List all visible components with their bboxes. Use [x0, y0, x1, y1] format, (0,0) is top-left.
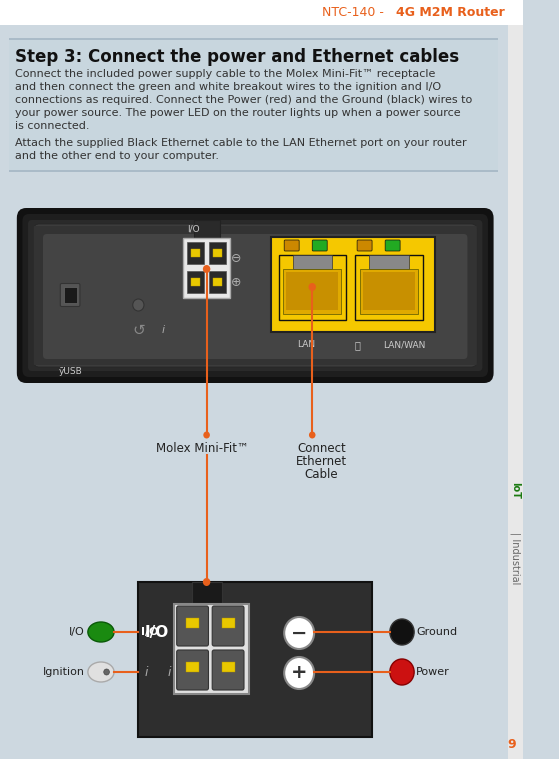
- FancyBboxPatch shape: [22, 214, 488, 377]
- FancyBboxPatch shape: [221, 618, 235, 628]
- FancyBboxPatch shape: [139, 582, 372, 737]
- FancyBboxPatch shape: [187, 242, 204, 264]
- Circle shape: [104, 669, 110, 675]
- FancyBboxPatch shape: [278, 255, 346, 320]
- FancyBboxPatch shape: [213, 249, 222, 257]
- Text: Ethernet: Ethernet: [296, 455, 347, 468]
- FancyBboxPatch shape: [43, 234, 467, 359]
- FancyBboxPatch shape: [212, 606, 244, 646]
- Text: +: +: [291, 663, 307, 682]
- FancyBboxPatch shape: [271, 237, 435, 332]
- Circle shape: [132, 299, 144, 311]
- FancyBboxPatch shape: [0, 0, 523, 25]
- Text: Step 3: Connect the power and Ethernet cables: Step 3: Connect the power and Ethernet c…: [15, 48, 459, 66]
- Text: ↺: ↺: [132, 323, 145, 338]
- FancyBboxPatch shape: [174, 604, 249, 694]
- FancyBboxPatch shape: [0, 25, 508, 759]
- Text: NTC-140 -: NTC-140 -: [322, 7, 388, 20]
- Text: Connect: Connect: [297, 442, 346, 455]
- FancyBboxPatch shape: [17, 208, 494, 383]
- FancyBboxPatch shape: [186, 662, 199, 672]
- Text: I/O: I/O: [187, 225, 200, 234]
- Circle shape: [203, 578, 210, 586]
- Text: Molex Mini-Fit™: Molex Mini-Fit™: [155, 442, 248, 455]
- Text: ȳUSB: ȳUSB: [58, 367, 82, 376]
- Text: ⊖: ⊖: [231, 251, 241, 264]
- FancyBboxPatch shape: [284, 240, 299, 251]
- Circle shape: [203, 265, 210, 273]
- Text: and the other end to your computer.: and the other end to your computer.: [15, 151, 219, 161]
- Text: i: i: [168, 666, 171, 679]
- FancyBboxPatch shape: [10, 170, 498, 172]
- FancyBboxPatch shape: [191, 278, 200, 286]
- FancyBboxPatch shape: [292, 255, 332, 269]
- FancyBboxPatch shape: [60, 284, 80, 307]
- FancyBboxPatch shape: [64, 287, 77, 303]
- Text: connections as required. Connect the Power (red) and the Ground (black) wires to: connections as required. Connect the Pow…: [15, 95, 472, 105]
- Text: I/O: I/O: [69, 627, 85, 637]
- FancyBboxPatch shape: [191, 249, 200, 257]
- Text: Power: Power: [416, 667, 450, 677]
- Circle shape: [390, 619, 414, 645]
- Text: and then connect the green and white breakout wires to the ignition and I/O: and then connect the green and white bre…: [15, 82, 441, 92]
- Text: Connect the included power supply cable to the Molex Mini-Fit™ receptacle: Connect the included power supply cable …: [15, 69, 435, 79]
- FancyBboxPatch shape: [283, 269, 341, 314]
- FancyBboxPatch shape: [212, 650, 244, 690]
- FancyBboxPatch shape: [210, 271, 226, 293]
- Text: I/O: I/O: [141, 627, 159, 637]
- Text: Cable: Cable: [305, 468, 338, 481]
- FancyBboxPatch shape: [369, 255, 409, 269]
- Ellipse shape: [88, 622, 114, 642]
- FancyBboxPatch shape: [360, 269, 418, 314]
- FancyBboxPatch shape: [355, 255, 423, 320]
- FancyBboxPatch shape: [177, 606, 209, 646]
- Text: LAN/WAN: LAN/WAN: [383, 340, 426, 349]
- Text: your power source. The power LED on the router lights up when a power source: your power source. The power LED on the …: [15, 108, 461, 118]
- Text: i: i: [145, 666, 148, 679]
- Text: Ignition: Ignition: [43, 667, 85, 677]
- FancyBboxPatch shape: [357, 240, 372, 251]
- Text: I/O: I/O: [145, 625, 169, 640]
- FancyBboxPatch shape: [28, 220, 482, 371]
- FancyBboxPatch shape: [10, 38, 498, 40]
- FancyBboxPatch shape: [213, 278, 222, 286]
- Text: −: −: [291, 623, 307, 643]
- FancyBboxPatch shape: [221, 662, 235, 672]
- Text: is connected.: is connected.: [15, 121, 89, 131]
- FancyBboxPatch shape: [193, 220, 220, 238]
- FancyBboxPatch shape: [34, 226, 477, 365]
- FancyBboxPatch shape: [34, 224, 477, 367]
- FancyBboxPatch shape: [508, 25, 523, 759]
- Text: LAN: LAN: [297, 340, 316, 349]
- FancyBboxPatch shape: [187, 271, 204, 293]
- Text: 4G M2M Router: 4G M2M Router: [396, 7, 505, 20]
- Circle shape: [390, 659, 414, 685]
- FancyBboxPatch shape: [312, 240, 327, 251]
- Text: Attach the supplied Black Ethernet cable to the LAN Ethernet port on your router: Attach the supplied Black Ethernet cable…: [15, 138, 467, 148]
- Ellipse shape: [88, 662, 114, 682]
- Circle shape: [284, 657, 314, 689]
- FancyBboxPatch shape: [183, 238, 230, 298]
- FancyBboxPatch shape: [192, 582, 221, 604]
- Circle shape: [284, 617, 314, 649]
- FancyBboxPatch shape: [286, 272, 338, 310]
- Text: | Industrial: | Industrial: [510, 532, 520, 587]
- FancyBboxPatch shape: [186, 618, 199, 628]
- FancyBboxPatch shape: [177, 650, 209, 690]
- FancyBboxPatch shape: [363, 272, 415, 310]
- Text: Ground: Ground: [416, 627, 457, 637]
- Text: ␦: ␦: [354, 340, 360, 350]
- Circle shape: [309, 432, 315, 439]
- Circle shape: [309, 283, 316, 291]
- Text: 9: 9: [508, 739, 517, 751]
- FancyBboxPatch shape: [210, 242, 226, 264]
- Text: ⊕: ⊕: [231, 276, 241, 289]
- Circle shape: [203, 432, 210, 439]
- Text: IoT: IoT: [510, 481, 520, 499]
- Text: i: i: [162, 325, 165, 335]
- FancyBboxPatch shape: [385, 240, 400, 251]
- FancyBboxPatch shape: [10, 40, 498, 170]
